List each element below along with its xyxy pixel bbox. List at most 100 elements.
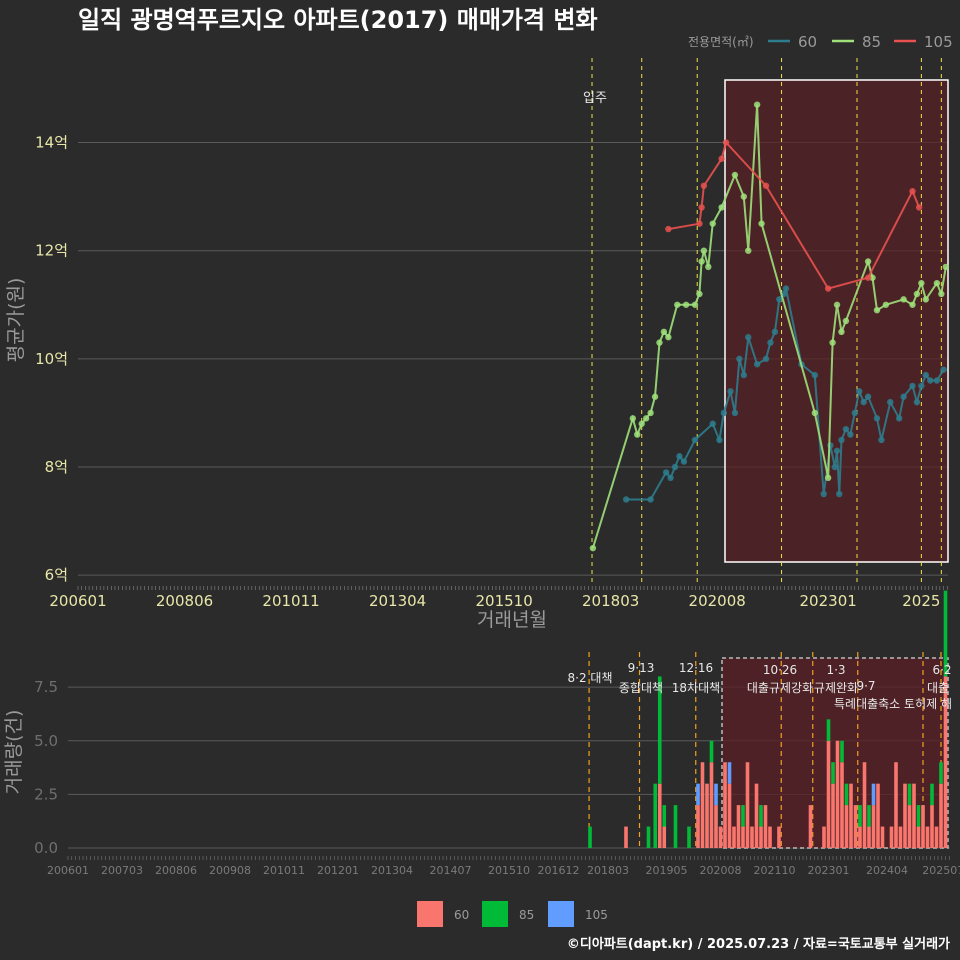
series-point-60 xyxy=(933,377,941,384)
volume-bar-60 xyxy=(934,826,939,848)
policy-event-label: 10·26 xyxy=(763,663,797,677)
series-point-105 xyxy=(762,182,770,189)
volume-bar-60 xyxy=(844,805,849,848)
series-point-60 xyxy=(771,328,779,336)
volume-bar-60 xyxy=(777,826,781,848)
series-point-60 xyxy=(680,458,688,465)
bottom-x-tick: 200601 xyxy=(47,864,89,877)
volume-bar-60 xyxy=(862,762,867,848)
series-point-85 xyxy=(691,301,699,308)
bottom-y-tick: 5.0 xyxy=(34,732,58,750)
series-point-85 xyxy=(909,301,916,308)
series-point-85 xyxy=(665,334,672,341)
legend-top-label: 105 xyxy=(924,33,953,51)
volume-bar-60 xyxy=(831,783,835,848)
volume-bar-60 xyxy=(705,783,709,848)
highlight-region xyxy=(724,79,949,563)
series-point-60 xyxy=(740,371,748,379)
volume-bar-85 xyxy=(646,826,651,848)
series-point-85 xyxy=(864,258,872,265)
series-point-60 xyxy=(731,409,739,417)
bottom-x-tick: 202301 xyxy=(808,864,850,877)
legend-top-title: 전용면적(㎡) xyxy=(688,35,754,49)
series-point-85 xyxy=(740,193,748,200)
series-point-85 xyxy=(869,274,876,281)
series-point-85 xyxy=(922,296,930,303)
policy-event-label: 특례대출축소 토허제 해 xyxy=(834,697,952,711)
volume-bar-60 xyxy=(754,783,759,848)
bottom-x-tick: 201011 xyxy=(263,864,305,877)
footer-credit: ©디아파트(dapt.kr) / 2025.07.23 / 자료=국토교통부 실… xyxy=(567,936,950,952)
legend-bottom-key xyxy=(548,901,574,927)
series-point-60 xyxy=(878,436,885,444)
series-point-60 xyxy=(895,415,903,422)
volume-bar-60 xyxy=(930,805,934,848)
top-x-tick: 202301 xyxy=(800,592,857,610)
volume-bar-85 xyxy=(759,805,763,827)
policy-event-label: 대출 xyxy=(927,681,949,695)
series-point-85 xyxy=(629,415,637,422)
top-x-tick: 202008 xyxy=(689,592,746,610)
policy-event-label: 9·13 xyxy=(628,661,655,675)
policy-event-label: 12·16 xyxy=(679,661,713,675)
series-point-85 xyxy=(824,474,832,482)
series-point-85 xyxy=(942,263,949,271)
volume-bar-60 xyxy=(732,826,736,848)
top-y-tick: 8억 xyxy=(45,458,68,476)
series-point-85 xyxy=(913,290,921,298)
series-point-105 xyxy=(915,204,923,211)
volume-bar-85 xyxy=(939,762,943,784)
series-point-85 xyxy=(731,171,739,179)
top-x-tick: 201803 xyxy=(582,592,639,610)
series-point-60 xyxy=(716,436,723,444)
volume-bar-60 xyxy=(898,826,903,848)
series-point-60 xyxy=(918,382,925,390)
volume-bar-60 xyxy=(912,783,916,848)
volume-bar-60 xyxy=(657,783,662,848)
page-title: 일직 광명역푸르지오 아파트(2017) 매매가격 변화 xyxy=(78,6,598,34)
series-point-60 xyxy=(864,393,872,400)
top-x-tick: 201304 xyxy=(369,592,426,610)
bottom-x-tick: 201201 xyxy=(317,864,359,877)
bottom-x-tick: 200703 xyxy=(101,864,143,877)
volume-bar-85 xyxy=(907,783,912,806)
top-y-tick: 10억 xyxy=(35,350,68,368)
volume-bar-60 xyxy=(867,826,871,848)
volume-bar-60 xyxy=(662,826,667,848)
series-point-60 xyxy=(767,339,774,346)
series-point-85 xyxy=(700,247,708,254)
series-point-60 xyxy=(909,382,916,390)
series-point-85 xyxy=(660,328,668,336)
series-point-85 xyxy=(589,544,597,552)
policy-event-label: 규제완화 xyxy=(814,681,858,695)
legend-top-label: 85 xyxy=(862,33,881,51)
series-point-60 xyxy=(647,496,654,503)
volume-bar-60 xyxy=(943,676,948,848)
volume-bar-60 xyxy=(835,740,840,848)
volume-bar-60 xyxy=(858,826,862,848)
series-point-60 xyxy=(833,447,841,454)
volume-bar-60 xyxy=(925,826,930,848)
series-point-85 xyxy=(718,204,725,211)
bottom-y-label: 거래량(건) xyxy=(3,710,25,795)
bottom-x-tick: 201304 xyxy=(371,864,413,877)
series-point-85 xyxy=(696,290,703,298)
top-y-tick: 14억 xyxy=(35,134,68,152)
volume-bar-60 xyxy=(903,783,907,848)
series-point-85 xyxy=(918,279,925,287)
series-point-85 xyxy=(638,420,645,427)
series-point-85 xyxy=(682,301,690,308)
policy-event-label: 8·2 대책 xyxy=(568,670,613,685)
series-point-85 xyxy=(838,328,845,336)
volume-bar-60 xyxy=(808,805,813,848)
series-point-60 xyxy=(851,409,858,417)
volume-bar-85 xyxy=(673,805,678,848)
volume-bar-85 xyxy=(653,783,658,848)
series-point-105 xyxy=(665,225,672,233)
volume-bar-60 xyxy=(768,826,772,848)
volume-bar-105 xyxy=(696,783,700,806)
series-point-60 xyxy=(667,474,674,482)
bottom-x-tick: 202404 xyxy=(866,864,908,877)
bottom-x-tick: 201407 xyxy=(430,864,472,877)
top-x-tick: 200601 xyxy=(49,592,106,610)
